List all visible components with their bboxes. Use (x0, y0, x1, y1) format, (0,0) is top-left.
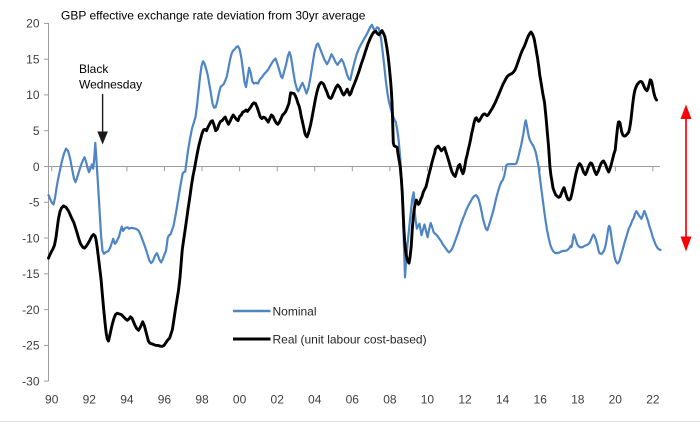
svg-text:15: 15 (26, 53, 40, 67)
svg-text:06: 06 (346, 392, 360, 406)
svg-text:02: 02 (271, 392, 285, 406)
svg-text:Black: Black (79, 62, 109, 76)
svg-text:Nominal: Nominal (273, 304, 317, 318)
svg-text:-5: -5 (29, 196, 40, 210)
svg-text:04: 04 (308, 392, 322, 406)
svg-text:16: 16 (534, 392, 548, 406)
svg-text:90: 90 (45, 392, 59, 406)
svg-text:94: 94 (120, 392, 134, 406)
svg-text:96: 96 (158, 392, 172, 406)
svg-text:-20: -20 (22, 303, 40, 317)
svg-text:12: 12 (458, 392, 472, 406)
svg-text:-10: -10 (22, 231, 40, 245)
svg-text:92: 92 (83, 392, 97, 406)
svg-text:98: 98 (195, 392, 209, 406)
svg-text:10: 10 (26, 88, 40, 102)
svg-text:-25: -25 (22, 339, 40, 353)
svg-text:20: 20 (609, 392, 623, 406)
svg-text:0: 0 (33, 160, 40, 174)
svg-text:18: 18 (571, 392, 585, 406)
svg-text:08: 08 (383, 392, 397, 406)
svg-text:-30: -30 (22, 374, 40, 388)
svg-text:-15: -15 (22, 267, 40, 281)
svg-text:Wednesday: Wednesday (79, 78, 142, 92)
svg-text:Real (unit labour cost-based): Real (unit labour cost-based) (273, 332, 427, 346)
svg-text:5: 5 (33, 124, 40, 138)
svg-text:22: 22 (646, 392, 660, 406)
svg-text:GBP effective exchange rate de: GBP effective exchange rate deviation fr… (61, 9, 366, 23)
svg-text:20: 20 (26, 17, 40, 31)
svg-text:00: 00 (233, 392, 247, 406)
svg-text:10: 10 (421, 392, 435, 406)
svg-text:14: 14 (496, 392, 510, 406)
